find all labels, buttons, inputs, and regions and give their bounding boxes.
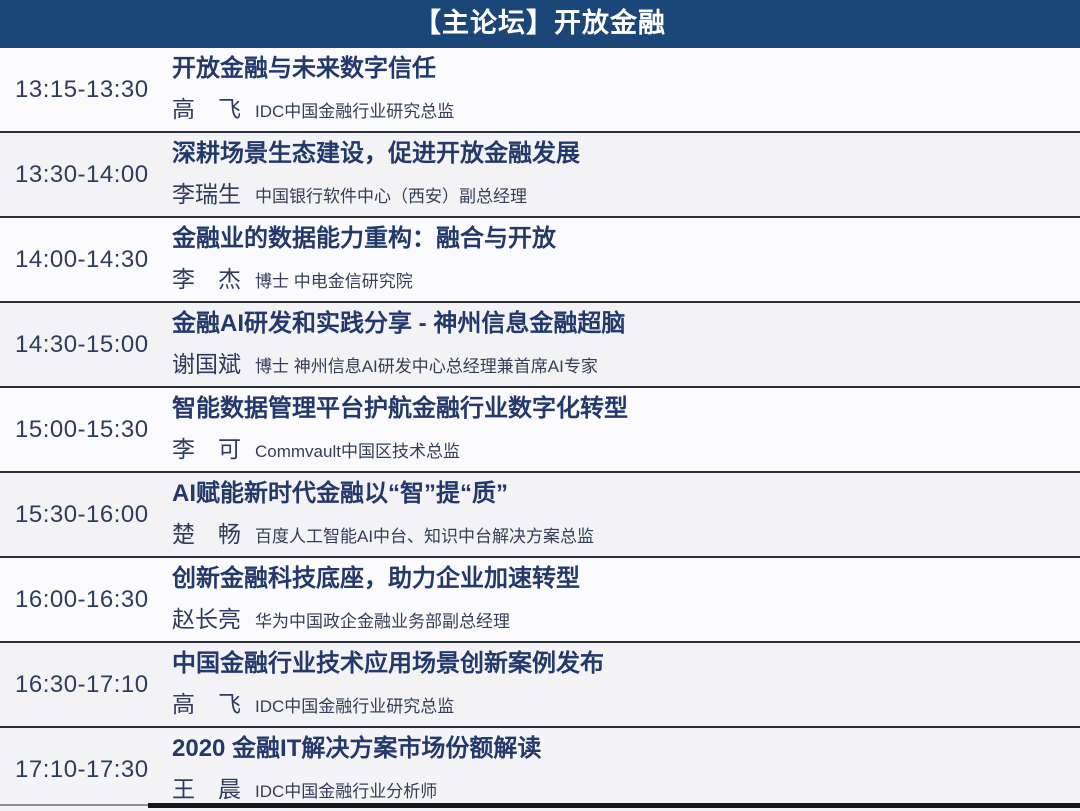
session-row: 16:00-16:30 创新金融科技底座，助力企业加速转型 赵长亮 华为中国政企… <box>0 556 1080 641</box>
session-time-column: 16:30-17:10 <box>0 643 160 726</box>
speaker-role: IDC中国金融行业研究总监 <box>255 696 455 716</box>
session-content-column: 智能数据管理平台护航金融行业数字化转型 李 可 Commvault中国区技术总监 <box>160 388 1080 471</box>
session-time-column: 13:30-14:00 <box>0 133 160 216</box>
speaker-line: 赵长亮 华为中国政企金融业务部副总经理 <box>172 600 1060 634</box>
speaker-name: 楚 畅 <box>172 520 241 547</box>
speaker-role: 华为中国政企金融业务部副总经理 <box>255 611 510 631</box>
session-title: 智能数据管理平台护航金融行业数字化转型 <box>172 395 628 423</box>
session-content-column: 开放金融与未来数字信任 高 飞 IDC中国金融行业研究总监 <box>160 48 1080 131</box>
session-time: 14:00-14:30 <box>15 245 149 273</box>
speaker-name: 高 飞 <box>172 690 241 717</box>
session-content-column: 中国金融行业技术应用场景创新案例发布 高 飞 IDC中国金融行业研究总监 <box>160 643 1080 726</box>
speaker-line: 李 杰 博士 中电金信研究院 <box>172 260 1060 294</box>
session-time-column: 14:30-15:00 <box>0 303 160 386</box>
session-title: 2020 金融IT解决方案市场份额解读 <box>172 735 542 763</box>
speaker-name: 李 可 <box>172 435 241 462</box>
speaker-line: 李瑞生 中国银行软件中心（西安）副总经理 <box>172 175 1060 209</box>
session-content-column: AI赋能新时代金融以“智”提“质” 楚 畅 百度人工智能AI中台、知识中台解决方… <box>160 473 1080 556</box>
session-time-column: 17:10-17:30 <box>0 728 160 811</box>
session-time-column: 15:00-15:30 <box>0 388 160 471</box>
session-row: 15:00-15:30 智能数据管理平台护航金融行业数字化转型 李 可 Comm… <box>0 386 1080 471</box>
speaker-name: 王 晨 <box>172 775 241 802</box>
bottom-bar-left-line <box>0 804 148 806</box>
session-title: 开放金融与未来数字信任 <box>172 55 436 83</box>
session-content-column: 金融业的数据能力重构：融合与开放 李 杰 博士 中电金信研究院 <box>160 218 1080 301</box>
session-content-column: 深耕场景生态建设，促进开放金融发展 李瑞生 中国银行软件中心（西安）副总经理 <box>160 133 1080 216</box>
session-content-column: 创新金融科技底座，助力企业加速转型 赵长亮 华为中国政企金融业务部副总经理 <box>160 558 1080 641</box>
speaker-role: 博士 神州信息AI研发中心总经理兼首席AI专家 <box>255 356 598 376</box>
speaker-line: 高 飞 IDC中国金融行业研究总监 <box>172 685 1060 719</box>
session-content-column: 2020 金融IT解决方案市场份额解读 王 晨 IDC中国金融行业分析师 <box>160 728 1080 811</box>
session-row: 13:15-13:30 开放金融与未来数字信任 高 飞 IDC中国金融行业研究总… <box>0 48 1080 131</box>
session-time: 16:30-17:10 <box>15 670 149 698</box>
session-time: 16:00-16:30 <box>15 585 149 613</box>
session-time-column: 13:15-13:30 <box>0 48 160 131</box>
speaker-line: 楚 畅 百度人工智能AI中台、知识中台解决方案总监 <box>172 515 1060 549</box>
session-time-column: 15:30-16:00 <box>0 473 160 556</box>
bottom-bar <box>0 803 1080 809</box>
speaker-line: 王 晨 IDC中国金融行业分析师 <box>172 770 1060 804</box>
forum-header: 【主论坛】开放金融 <box>0 0 1080 48</box>
session-content-column: 金融AI研发和实践分享 - 神州信息金融超脑 谢国斌 博士 神州信息AI研发中心… <box>160 303 1080 386</box>
session-time: 17:10-17:30 <box>15 755 149 783</box>
session-time-column: 14:00-14:30 <box>0 218 160 301</box>
speaker-name: 李 杰 <box>172 265 241 292</box>
session-title: 金融业的数据能力重构：融合与开放 <box>172 225 556 253</box>
speaker-role: 中国银行软件中心（西安）副总经理 <box>255 186 527 206</box>
speaker-name: 高 飞 <box>172 95 241 122</box>
session-row: 14:00-14:30 金融业的数据能力重构：融合与开放 李 杰 博士 中电金信… <box>0 216 1080 301</box>
speaker-name: 李瑞生 <box>172 180 241 207</box>
speaker-line: 谢国斌 博士 神州信息AI研发中心总经理兼首席AI专家 <box>172 345 1060 379</box>
session-title: 深耕场景生态建设，促进开放金融发展 <box>172 140 580 168</box>
speaker-role: 百度人工智能AI中台、知识中台解决方案总监 <box>255 526 595 546</box>
speaker-role: 博士 中电金信研究院 <box>255 271 413 291</box>
session-time: 14:30-15:00 <box>15 330 149 358</box>
speaker-role: IDC中国金融行业研究总监 <box>255 101 455 121</box>
session-row: 15:30-16:00 AI赋能新时代金融以“智”提“质” 楚 畅 百度人工智能… <box>0 471 1080 556</box>
session-row: 13:30-14:00 深耕场景生态建设，促进开放金融发展 李瑞生 中国银行软件… <box>0 131 1080 216</box>
speaker-line: 李 可 Commvault中国区技术总监 <box>172 430 1060 464</box>
session-list: 13:15-13:30 开放金融与未来数字信任 高 飞 IDC中国金融行业研究总… <box>0 48 1080 811</box>
session-title: AI赋能新时代金融以“智”提“质” <box>172 480 508 508</box>
speaker-name: 谢国斌 <box>172 350 241 377</box>
speaker-line: 高 飞 IDC中国金融行业研究总监 <box>172 90 1060 124</box>
speaker-name: 赵长亮 <box>172 605 241 632</box>
session-title: 中国金融行业技术应用场景创新案例发布 <box>172 650 604 678</box>
session-time: 13:30-14:00 <box>15 160 149 188</box>
session-row: 16:30-17:10 中国金融行业技术应用场景创新案例发布 高 飞 IDC中国… <box>0 641 1080 726</box>
session-time-column: 16:00-16:30 <box>0 558 160 641</box>
session-time: 15:30-16:00 <box>15 500 149 528</box>
bottom-bar-right-line <box>148 803 1080 808</box>
session-time: 13:15-13:30 <box>15 75 149 103</box>
speaker-role: Commvault中国区技术总监 <box>255 441 460 461</box>
speaker-role: IDC中国金融行业分析师 <box>255 781 438 801</box>
session-row: 14:30-15:00 金融AI研发和实践分享 - 神州信息金融超脑 谢国斌 博… <box>0 301 1080 386</box>
session-title: 创新金融科技底座，助力企业加速转型 <box>172 565 580 593</box>
session-row: 17:10-17:30 2020 金融IT解决方案市场份额解读 王 晨 IDC中… <box>0 726 1080 811</box>
session-title: 金融AI研发和实践分享 - 神州信息金融超脑 <box>172 310 626 338</box>
session-time: 15:00-15:30 <box>15 415 149 443</box>
forum-title: 【主论坛】开放金融 <box>414 7 666 38</box>
